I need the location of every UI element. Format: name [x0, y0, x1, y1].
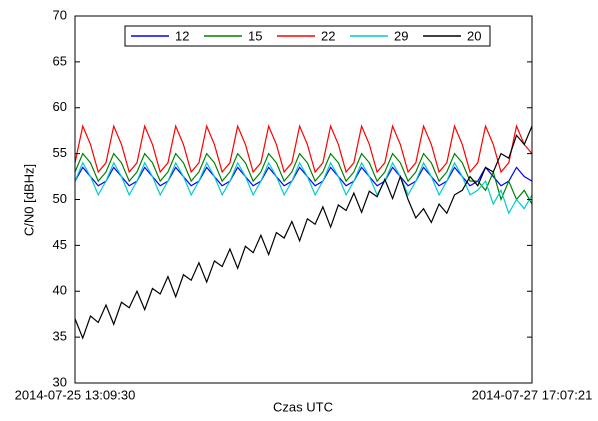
y-tick-label: 50 [53, 191, 67, 206]
legend-label: 12 [175, 28, 189, 43]
legend-label: 15 [248, 28, 262, 43]
series-line [74, 125, 533, 340]
series-line [74, 152, 533, 205]
y-tick-label: 65 [53, 53, 67, 68]
x-tick-label: 2014-07-27 17:07:21 [472, 387, 593, 402]
legend-label: 20 [467, 28, 481, 43]
x-tick-label: 2014-07-25 13:09:30 [15, 387, 136, 402]
series-line [74, 124, 533, 174]
y-tick-label: 45 [53, 237, 67, 252]
y-tick-label: 70 [53, 7, 67, 22]
y-tick-label: 30 [53, 374, 67, 389]
y-tick-label: 35 [53, 329, 67, 344]
legend-label: 29 [394, 28, 408, 43]
y-tick-label: 40 [53, 283, 67, 298]
legend-label: 22 [321, 28, 335, 43]
series-line [74, 161, 533, 215]
y-tick-label: 55 [53, 145, 67, 160]
y-tick-label: 60 [53, 99, 67, 114]
y-axis-label: C/N0 [dBHz] [21, 164, 36, 236]
plot-area [75, 16, 532, 383]
x-axis-label: Czas UTC [273, 399, 333, 414]
